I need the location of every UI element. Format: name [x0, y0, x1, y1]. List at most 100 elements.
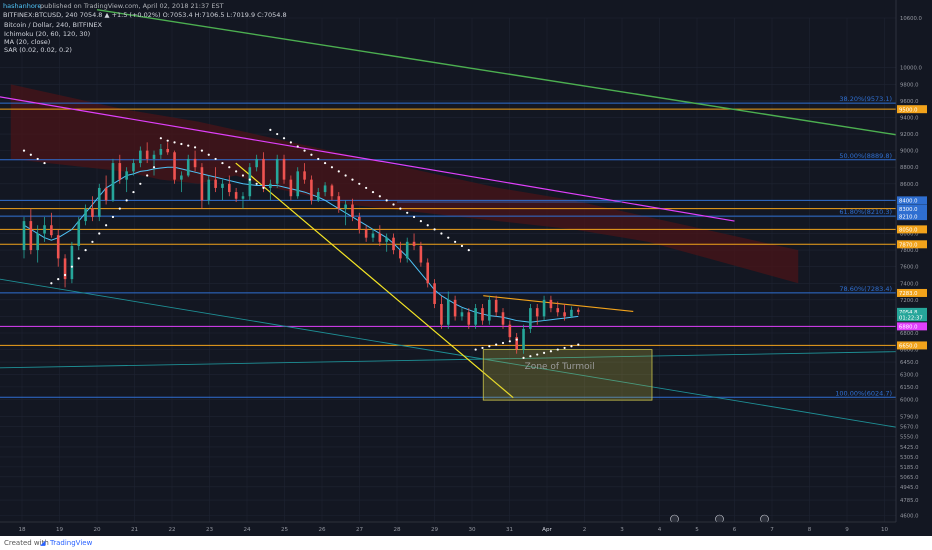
candle — [337, 196, 341, 209]
candle — [323, 185, 327, 193]
sar-dot — [36, 157, 39, 161]
candle — [378, 233, 382, 242]
sar-dot — [200, 149, 204, 152]
y-tick-label: 8000.0 — [900, 232, 919, 238]
x-tick-label: 29 — [431, 527, 439, 533]
footer-bar: Created with ◢ TradingView — [0, 536, 932, 550]
candle — [248, 167, 252, 197]
sar-dot — [310, 153, 313, 156]
sar-dot — [358, 182, 361, 185]
candle — [446, 299, 450, 325]
y-tick-label: 5185.0 — [900, 465, 919, 471]
y-tick-label: 5550.0 — [900, 435, 919, 441]
time-axis-bg — [0, 522, 932, 536]
sar-dot — [406, 211, 409, 214]
sar-dot — [241, 174, 245, 177]
candle — [186, 158, 190, 176]
sar-dot — [276, 132, 279, 136]
y-tick-label: 5425.0 — [900, 445, 919, 451]
candle — [152, 154, 156, 159]
indicator-ichimoku[interactable]: Ichimoku (20, 60, 120, 30) — [4, 30, 90, 38]
sar-dot — [262, 186, 265, 190]
sar-dot — [166, 139, 169, 142]
x-tick-label: 2 — [583, 527, 587, 533]
candle — [364, 229, 368, 238]
sar-dot — [454, 240, 457, 243]
sar-dot — [481, 346, 484, 350]
sar-dot — [474, 348, 477, 351]
sar-dot — [43, 161, 46, 165]
footer-brand[interactable]: TradingView — [50, 539, 93, 547]
candle — [412, 241, 416, 246]
author-name[interactable]: hashanhore — [3, 2, 41, 10]
fib-label: 100.00%(6024.7) — [835, 389, 892, 397]
y-tick-label: 6600.0 — [900, 348, 919, 354]
parabolic-sar — [22, 128, 580, 359]
y-tick-label: 7400.0 — [900, 281, 919, 287]
candle — [145, 150, 149, 159]
sar-dot — [515, 338, 518, 341]
price-tag — [897, 307, 927, 316]
candle — [91, 208, 94, 217]
y-tick-label: 8600.0 — [900, 182, 919, 188]
x-tick-label: Apr — [542, 527, 552, 533]
candle — [426, 262, 430, 284]
cloud-area — [10, 84, 799, 284]
candle — [310, 179, 313, 201]
price-tag-label: 01:22:37 — [899, 315, 923, 321]
indicator-ma[interactable]: MA (20, close) — [4, 38, 50, 46]
sar-dot — [207, 153, 210, 156]
sar-dot — [303, 149, 306, 152]
sar-dot — [296, 145, 299, 148]
x-tick-label: 10 — [881, 527, 889, 533]
sar-dot — [501, 341, 505, 345]
y-tick-label: 6000.0 — [900, 397, 919, 403]
price-tag — [897, 240, 927, 249]
y-tick-label: 7600.0 — [900, 265, 919, 271]
sar-dot — [385, 199, 388, 202]
price-tag — [897, 322, 927, 331]
price-tag-label: 6650.0 — [899, 344, 918, 350]
price-tag — [897, 225, 927, 234]
fib-label: 78.60%(7283.4) — [839, 285, 892, 293]
y-tick-label: 9600.0 — [900, 99, 919, 105]
candle — [29, 221, 33, 251]
price-tag-label: 8050.0 — [899, 228, 918, 234]
candle — [316, 192, 320, 201]
yellow-trendline — [235, 162, 514, 399]
price-tag-label: 8400.0 — [899, 199, 918, 205]
candle — [111, 163, 115, 201]
candle — [166, 148, 170, 153]
candle — [529, 308, 532, 329]
sar-dot — [111, 215, 115, 219]
candle — [275, 158, 279, 184]
candle — [193, 158, 197, 168]
price-tag — [897, 288, 927, 297]
y-tick-label: 9000.0 — [900, 149, 919, 155]
x-tick-label: 28 — [393, 527, 401, 533]
sar-dot — [248, 178, 251, 181]
sar-dot — [22, 149, 26, 152]
candle — [255, 158, 258, 168]
sar-dot — [371, 190, 375, 194]
zone-of-turmoil: Zone of Turmoil — [482, 349, 653, 401]
sar-dot — [105, 224, 108, 227]
trend-lines — [0, 9, 919, 432]
moving-average — [23, 166, 579, 323]
candle — [535, 308, 539, 317]
x-tick-label: 30 — [468, 527, 476, 533]
sar-dot — [235, 170, 238, 173]
candle — [84, 208, 87, 222]
sar-dot — [399, 207, 402, 210]
indicator-sar[interactable]: SAR (0.02, 0.02, 0.2) — [4, 46, 72, 54]
sar-dot — [378, 195, 381, 198]
y-tick-label: 10600.0 — [900, 16, 923, 22]
zone-box — [482, 349, 653, 401]
candle — [262, 158, 265, 188]
sar-dot — [392, 203, 395, 206]
y-tick-label: 5670.0 — [900, 425, 919, 431]
sar-dot — [50, 282, 53, 285]
sar-dot — [139, 182, 142, 185]
sar-dot — [529, 355, 532, 358]
